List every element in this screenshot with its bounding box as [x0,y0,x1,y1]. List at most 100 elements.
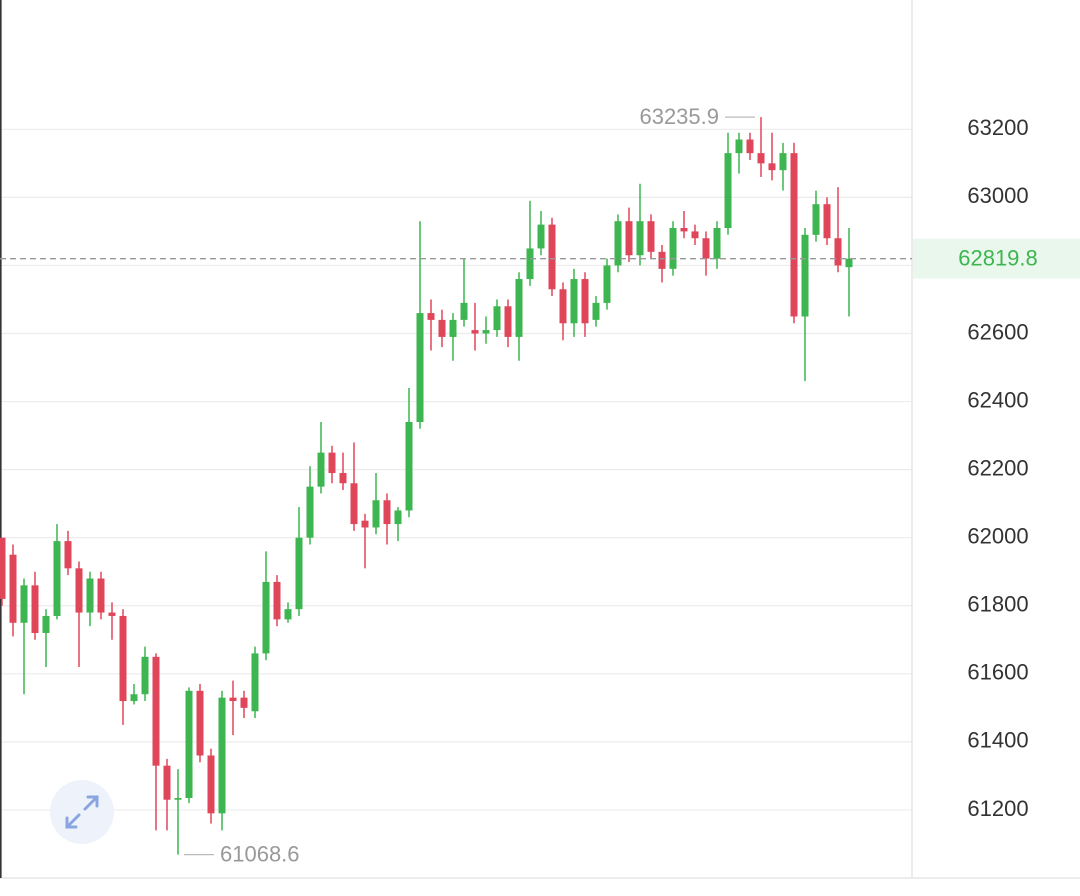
y-tick-label: 62200 [967,455,1028,480]
candle-body [361,520,369,528]
candle-body [559,289,567,324]
candle-body [284,609,292,620]
candle-body [240,697,248,708]
expand-icon [65,795,99,829]
candle-body [680,228,688,232]
candle-body [460,302,468,320]
candle-body [570,279,578,324]
candle-body [0,537,6,599]
y-tick-label: 61200 [967,796,1028,821]
candle-body [757,153,765,164]
candle-body [746,139,754,154]
candle-body [614,221,622,266]
candle-body [218,697,226,814]
candle-body [482,330,490,334]
candle-body [75,568,83,613]
candle-body [504,306,512,337]
candle-body [790,153,798,317]
y-tick-label: 63000 [967,183,1028,208]
y-tick-label: 62000 [967,524,1028,549]
y-tick-label: 61600 [967,660,1028,685]
current-price-label: 62819.8 [958,246,1038,271]
candle-body [658,251,666,269]
candle-body [20,585,28,623]
y-tick-label: 62400 [967,387,1028,412]
candle-body [834,238,842,266]
candle-body [350,483,358,525]
candle-body [328,452,336,474]
candle-body [823,204,831,239]
current-price-bg [913,238,1080,279]
candle-body [262,581,270,654]
candle-body [295,537,303,610]
candle-body [383,500,391,525]
candle-body [31,585,39,633]
candle-body [185,690,193,799]
y-tick-label: 61400 [967,728,1028,753]
y-tick-label: 62600 [967,319,1028,344]
candle-body [130,694,138,702]
candle-body [317,452,325,487]
candle-body [251,653,259,712]
candle-body [372,500,380,528]
candle-body [196,690,204,756]
candle-body [229,697,237,702]
candle-body [515,279,523,337]
candle-body [581,279,589,324]
candle-body [9,554,17,623]
candle-body [306,486,314,538]
candle-body [42,615,50,633]
candle-body [108,612,116,616]
candle-body [416,313,424,422]
y-tick-label: 63200 [967,115,1028,140]
expand-button-bg[interactable] [50,780,114,844]
candle-body [801,234,809,317]
candle-body [207,755,215,814]
candle-body [339,473,347,484]
candle-body [141,656,149,695]
candle-body [152,656,160,766]
grid: 61200 61400 61600 61800 62000 62200 62400 62600… [0,115,1029,821]
candle-body [427,313,435,320]
candle-body [603,265,611,303]
candle-body [53,541,61,616]
candle-body [713,228,721,259]
candles [0,117,853,855]
candle-body [647,221,655,252]
candle-body [163,765,171,800]
min-label: 61068.6 [220,841,300,866]
candle-body [812,204,820,235]
candle-body [768,163,776,171]
candle-body [636,221,644,256]
candle-body [779,153,787,171]
candle-body [471,330,479,334]
candle-body [449,319,457,337]
candle-body [724,153,732,229]
candle-body [691,231,699,239]
candle-body [669,228,677,269]
candle-body [735,139,743,154]
candle-body [64,541,72,569]
overlay: 62819.8 63235.9 61068.6 [0,104,1080,866]
candle-body [625,221,633,256]
y-tick-label: 61800 [967,592,1028,617]
candle-body [493,306,501,331]
candle-body [119,615,127,702]
candle-body [592,302,600,320]
candle-body [438,319,446,337]
candle-body [526,248,534,280]
candle-body [548,224,556,290]
candle-body [86,578,94,613]
candle-body [174,798,182,800]
candle-body [537,224,545,249]
candle-body [405,421,413,511]
candle-body [97,578,105,613]
expand-button[interactable] [50,780,114,844]
candle-body [394,510,402,525]
candle-body [273,581,281,620]
candle-body [845,258,853,268]
max-label: 63235.9 [639,104,719,129]
candle-body [702,238,710,259]
